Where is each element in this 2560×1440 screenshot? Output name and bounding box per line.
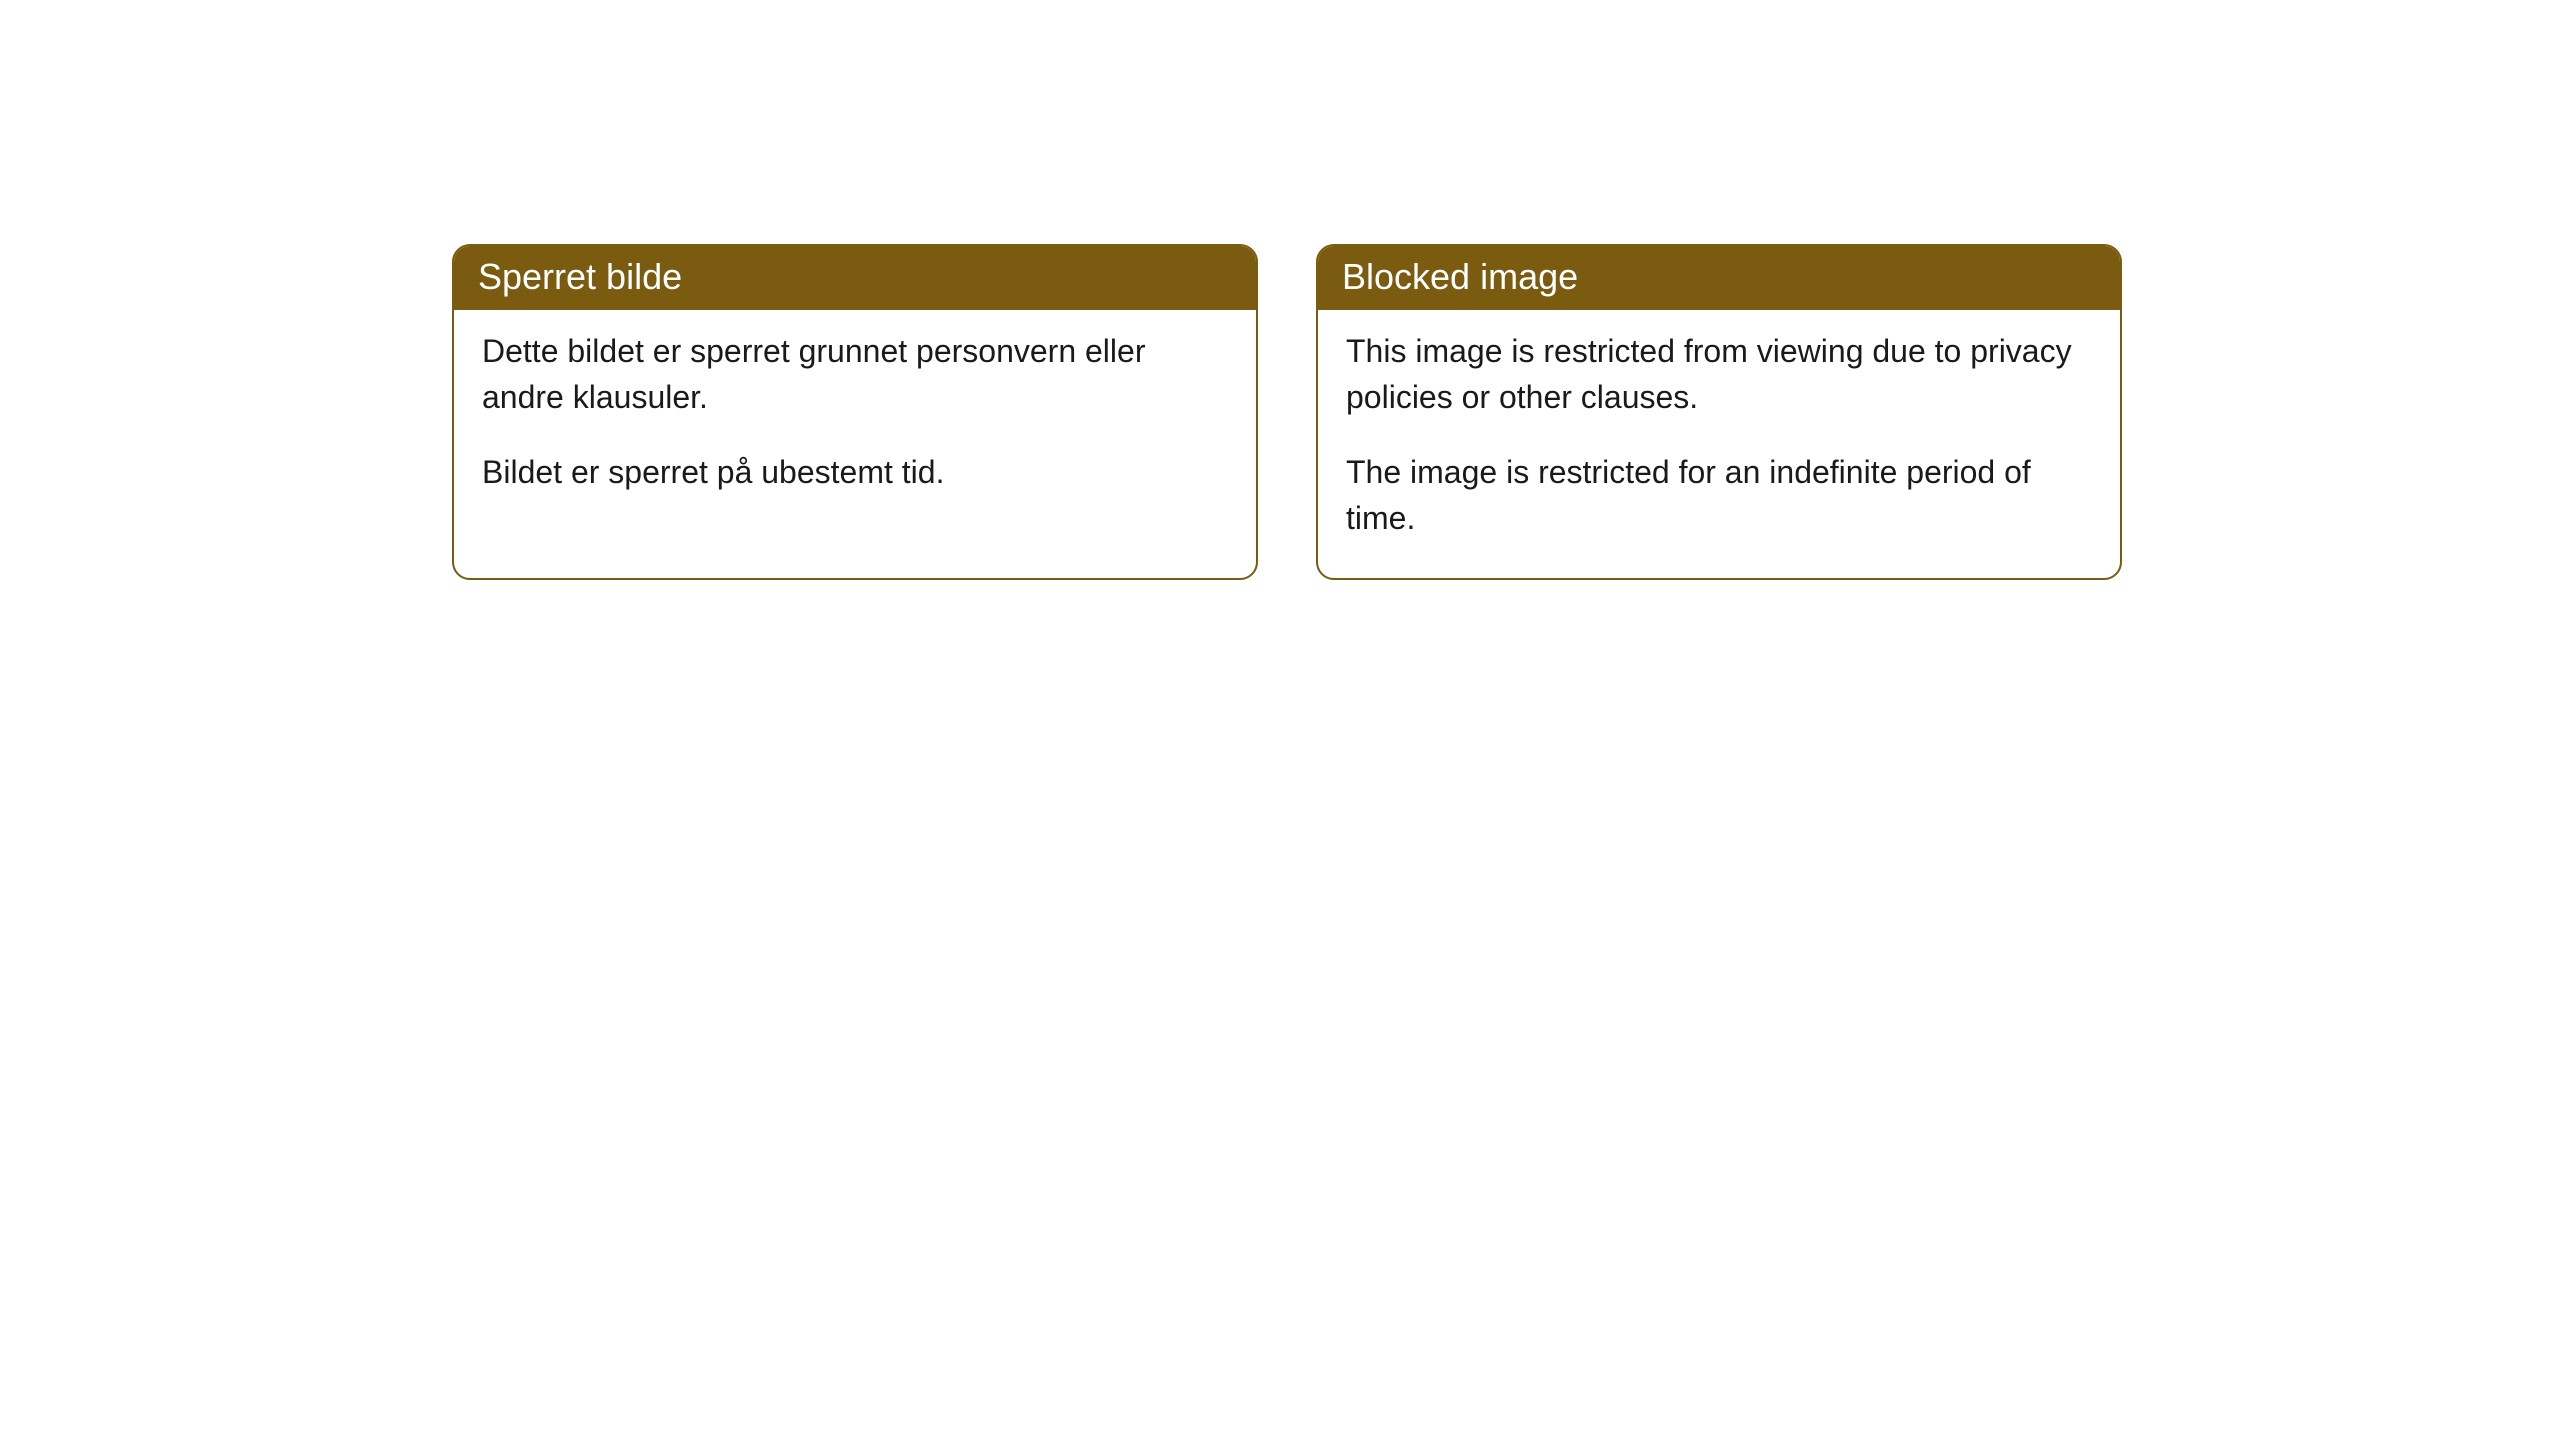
card-body-norwegian: Dette bildet er sperret grunnet personve… [454, 310, 1256, 531]
card-para2-norwegian: Bildet er sperret på ubestemt tid. [482, 449, 1228, 495]
card-header-norwegian: Sperret bilde [454, 246, 1256, 310]
card-title-english: Blocked image [1342, 256, 1578, 297]
card-para2-english: The image is restricted for an indefinit… [1346, 449, 2092, 542]
card-title-norwegian: Sperret bilde [478, 256, 682, 297]
cards-container: Sperret bilde Dette bildet er sperret gr… [452, 244, 2122, 580]
card-norwegian: Sperret bilde Dette bildet er sperret gr… [452, 244, 1258, 580]
card-header-english: Blocked image [1318, 246, 2120, 310]
card-para1-english: This image is restricted from viewing du… [1346, 328, 2092, 421]
card-english: Blocked image This image is restricted f… [1316, 244, 2122, 580]
card-body-english: This image is restricted from viewing du… [1318, 310, 2120, 578]
card-para1-norwegian: Dette bildet er sperret grunnet personve… [482, 328, 1228, 421]
